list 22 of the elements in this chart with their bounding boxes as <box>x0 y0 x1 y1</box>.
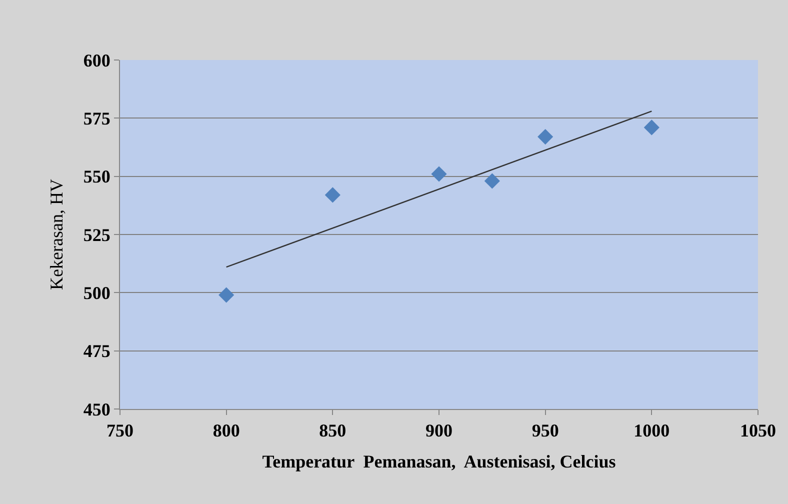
y-tick-label: 475 <box>83 341 110 362</box>
x-tick-label: 800 <box>212 420 240 441</box>
y-tick-label: 550 <box>83 166 110 187</box>
y-tick-label: 525 <box>83 224 110 245</box>
point <box>218 287 234 303</box>
x-tick-label: 900 <box>426 420 452 441</box>
y-tick-label: 500 <box>83 282 110 303</box>
y-tick-label: 450 <box>83 399 110 420</box>
point <box>431 166 447 182</box>
point <box>644 120 660 136</box>
point <box>324 187 340 203</box>
x-axis-title: Temperatur Pemanasan, Austenisasi, Celcius <box>262 452 616 472</box>
point <box>484 173 500 189</box>
x-tick-label: 750 <box>106 420 134 441</box>
x-tick-label: 1050 <box>740 420 776 441</box>
y-axis-title: Kekerasan, HV <box>46 179 67 290</box>
y-tick-label: 575 <box>83 108 110 128</box>
x-tick-label: 1000 <box>634 420 670 441</box>
point <box>538 128 554 145</box>
x-tick-label: 950 <box>532 420 559 441</box>
x-tick-label: 850 <box>319 420 346 441</box>
y-tick-label: 600 <box>83 50 110 70</box>
